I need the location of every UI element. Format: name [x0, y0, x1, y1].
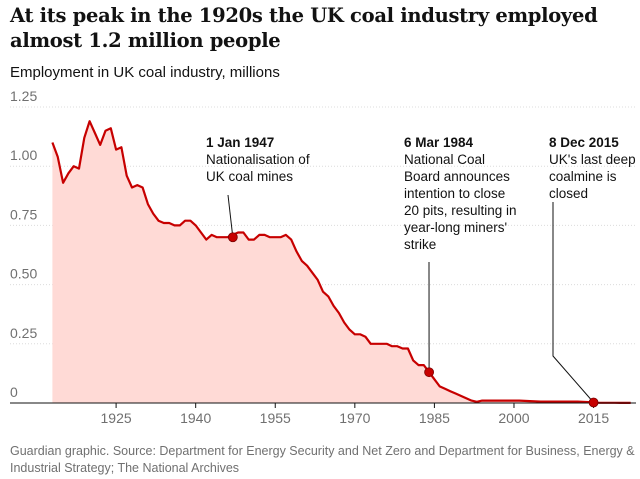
y-tick-label: 1.25	[10, 88, 37, 104]
annotation-text-line: Nationalisation of	[206, 152, 310, 167]
x-tick-label: 1970	[339, 410, 370, 426]
x-tick-label: 2000	[498, 410, 529, 426]
annotation-text-line: year-long miners'	[404, 220, 507, 235]
annotation-date: 6 Mar 1984	[404, 135, 474, 150]
coal-employment-chart: 00.250.500.751.001.25 1925 1940 1955 1970 19…	[10, 88, 636, 426]
event-marker-point	[588, 397, 599, 408]
y-tick-label: 0	[10, 384, 18, 400]
annotation-leader-line	[552, 202, 594, 403]
x-tick-label: 1940	[180, 410, 211, 426]
annotation-leader-lines	[227, 194, 594, 403]
series-area	[52, 121, 631, 403]
annotation-text-line: strike	[404, 237, 436, 252]
annotation-text-line: 20 pits, resulting in	[404, 203, 517, 218]
x-tick-label: 2015	[578, 410, 609, 426]
series-line	[51, 120, 631, 404]
annotation-text-line: National Coal	[404, 152, 485, 167]
annotation-text-line: coalmine is	[549, 169, 617, 184]
annotation-date: 1 Jan 1947	[206, 135, 274, 150]
y-tick-label: 0.25	[10, 325, 37, 341]
event-marker-point	[424, 367, 435, 378]
y-tick-label: 1.00	[10, 147, 37, 163]
y-tick-label: 0.75	[10, 206, 37, 222]
annotation-text-line: Board announces	[404, 169, 510, 184]
chart-subtitle: Employment in UK coal industry, millions	[10, 64, 280, 81]
annotation-1: 1 Jan 1947 Nationalisation of UK coal mine…	[206, 135, 310, 184]
annotation-text-line: intention to close	[404, 186, 505, 201]
event-marker-point	[227, 232, 238, 243]
x-tick-label: 1925	[101, 410, 132, 426]
chart-headline: At its peak in the 1920s the UK coal ind…	[10, 4, 598, 52]
x-axis-ticks: 1925 1940 1955 1970 1985 2000 2015	[101, 403, 609, 426]
annotation-text-line: UK's last deep	[549, 152, 636, 167]
line-layer	[51, 120, 631, 404]
annotation-2: 6 Mar 1984 National Coal Board announces in…	[404, 135, 517, 252]
x-tick-label: 1955	[260, 410, 291, 426]
annotation-3: 8 Dec 2015 UK's last deep coalmine is close…	[549, 135, 636, 201]
y-axis-ticks: 0 0.25 0.50 0.75 1.00 1.25	[10, 88, 37, 400]
area-layer	[52, 121, 631, 403]
annotation-texts: 1 Jan 1947 Nationalisation of UK coal mine…	[206, 135, 636, 252]
y-tick-label: 0.50	[10, 266, 37, 282]
annotation-date: 8 Dec 2015	[549, 135, 619, 150]
annotation-text-line: closed	[549, 186, 588, 201]
annotation-text-line: UK coal mines	[206, 169, 293, 184]
event-markers	[227, 232, 599, 408]
x-tick-label: 1985	[419, 410, 450, 426]
chart-source-note: Guardian graphic. Source: Department for…	[10, 444, 635, 475]
annotation-leader-line	[227, 194, 234, 238]
